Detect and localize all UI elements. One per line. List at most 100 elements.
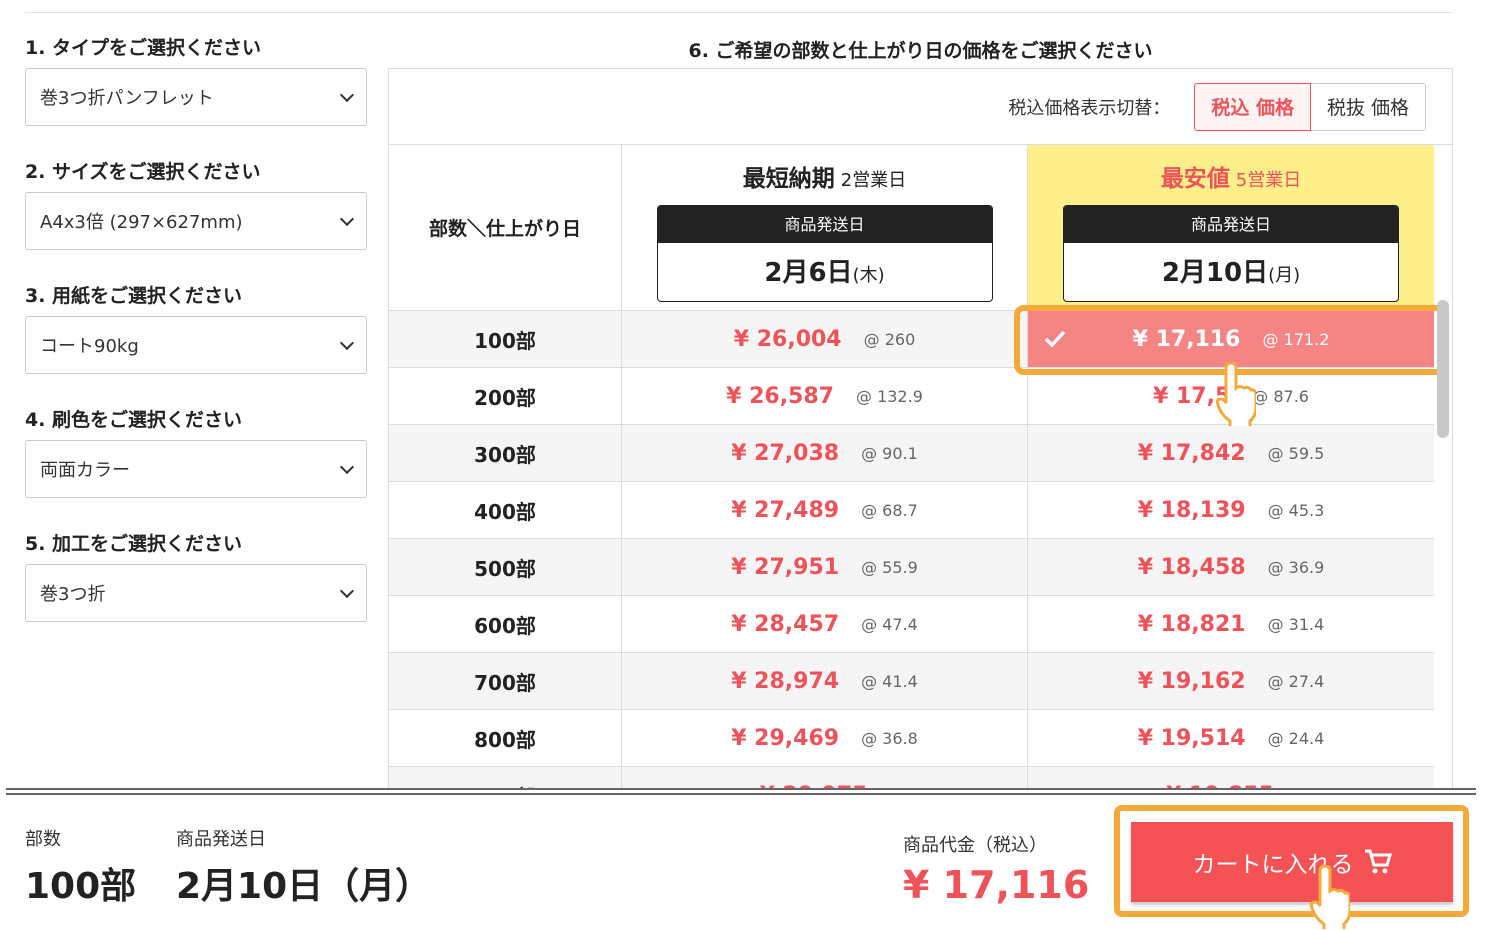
unit-price: @ 55.9: [861, 557, 918, 577]
tax-toggle: 税込価格表示切替： 税込 価格 税抜 価格: [389, 69, 1452, 145]
unit-price: @ 36.8: [861, 728, 918, 748]
cheap-price-cell[interactable]: ¥ 18,139 @ 45.3: [1028, 482, 1434, 538]
table-row: 400部 ¥ 27,489 @ 68.7 ¥ 18,139 @ 45.3: [389, 482, 1434, 539]
step-select[interactable]: コート90kg: [25, 316, 367, 374]
unit-price: @ 68.7: [861, 500, 918, 520]
select-value: A4x3倍 (297×627mm): [40, 212, 243, 233]
divider: [6, 788, 1476, 795]
select-value: 巻3つ折: [40, 584, 106, 605]
fast-price-cell[interactable]: ¥ 26,004 @ 260: [622, 311, 1028, 367]
cheap-title: 最安値: [1160, 166, 1230, 192]
qty-label: 部数: [25, 829, 61, 850]
ship-label: 商品発送日: [176, 829, 266, 850]
tax-included-button[interactable]: 税込 価格: [1194, 82, 1311, 131]
price: ¥ 17,842: [1137, 440, 1246, 466]
chevron-down-icon: [339, 87, 355, 102]
selected-cell-highlight: [1014, 305, 1446, 375]
step-label: 4. 刷色をご選択ください: [25, 409, 243, 431]
price: ¥ 17,116: [1132, 326, 1241, 352]
price: ¥ 18,821: [1137, 611, 1246, 637]
unit-price: @ 31.4: [1267, 614, 1325, 634]
qty-cell: 300部: [389, 425, 622, 481]
qty-cell: 400部: [389, 482, 622, 538]
chevron-down-icon: [339, 459, 355, 474]
price: ¥ 27,489: [731, 497, 840, 523]
price: ¥ 29,975: [760, 783, 868, 789]
total-price: ¥ 17,116: [903, 863, 1090, 907]
price: ¥ 18,139: [1137, 497, 1246, 523]
qty-cell: 700部: [389, 653, 622, 709]
fast-price-cell[interactable]: ¥ 27,038 @ 90.1: [622, 425, 1028, 481]
select-value: 巻3つ折パンフレット: [40, 88, 214, 109]
qty-cell: 800部: [389, 710, 622, 766]
cheap-price-cell[interactable]: ¥ 19,162 @ 27.4: [1028, 653, 1434, 709]
cheap-price-cell[interactable]: ¥ 17,116 @ 171.2: [1028, 311, 1434, 367]
table-row: 300部 ¥ 27,038 @ 90.1 ¥ 17,842 @ 59.5: [389, 425, 1434, 482]
cheap-column-header: 最安値 5営業日 商品発送日 2月10日(月): [1028, 145, 1434, 310]
price: ¥ 17,5: [1153, 383, 1231, 409]
table-row: 100部 ¥ 26,004 @ 260 ¥ 17,116 @ 171.2: [389, 311, 1434, 368]
step-select[interactable]: 巻3つ折: [25, 564, 367, 622]
unit-price: @ 41.4: [861, 671, 918, 691]
divider: [25, 12, 1453, 13]
table-row: 500部 ¥ 27,951 @ 55.9 ¥ 18,458 @ 36.9: [389, 539, 1434, 596]
fast-price-cell[interactable]: ¥ 28,457 @ 47.4: [622, 596, 1028, 652]
unit-price: @ 24.4: [1267, 728, 1325, 748]
step-label: 2. サイズをご選択ください: [25, 161, 261, 183]
fast-ship-dow: (木): [852, 265, 885, 286]
tax-toggle-label: 税込価格表示切替：: [1008, 97, 1171, 119]
qty-cell: 200部: [389, 368, 622, 424]
table-row: 900部 ¥ 29,975 ¥ 19,855: [389, 767, 1434, 788]
cheap-price-cell[interactable]: ¥ 17,5 @ 87.6: [1028, 368, 1434, 424]
price-table-title: 6. ご希望の部数と仕上がり日の価格をご選択ください: [688, 40, 1153, 62]
price: ¥ 26,587: [726, 383, 834, 409]
fast-ship-date: 2月6日: [764, 258, 853, 288]
price: ¥ 27,038: [731, 440, 840, 466]
step-select[interactable]: 両面カラー: [25, 440, 367, 498]
cheap-days: 5営業日: [1235, 170, 1302, 191]
cheap-price-cell[interactable]: ¥ 18,821 @ 31.4: [1028, 596, 1434, 652]
qty-cell: 100部: [389, 311, 622, 367]
price: ¥ 28,974: [731, 668, 840, 694]
price: ¥ 19,162: [1137, 668, 1246, 694]
chevron-down-icon: [339, 583, 355, 598]
cheap-ship-label: 商品発送日: [1064, 206, 1398, 243]
cheap-price-cell[interactable]: ¥ 18,458 @ 36.9: [1028, 539, 1434, 595]
table-row: 700部 ¥ 28,974 @ 41.4 ¥ 19,162 @ 27.4: [389, 653, 1434, 710]
fast-days: 2営業日: [840, 170, 907, 191]
price: ¥ 27,951: [731, 554, 840, 580]
step-select[interactable]: A4x3倍 (297×627mm): [25, 192, 367, 250]
fast-price-cell[interactable]: ¥ 26,587 @ 132.9: [622, 368, 1028, 424]
cart-button-highlight: [1114, 805, 1469, 917]
cheap-price-cell[interactable]: ¥ 17,842 @ 59.5: [1028, 425, 1434, 481]
options-panel: 1. タイプをご選択ください 巻3つ折パンフレット 2. サイズをご選択ください …: [25, 36, 367, 656]
table-row: 800部 ¥ 29,469 @ 36.8 ¥ 19,514 @ 24.4: [389, 710, 1434, 767]
corner-header: 部数＼仕上がり日: [389, 145, 622, 310]
step-label: 5. 加工をご選択ください: [25, 533, 243, 555]
cheap-price-cell[interactable]: ¥ 19,514 @ 24.4: [1028, 710, 1434, 766]
fast-price-cell[interactable]: ¥ 27,489 @ 68.7: [622, 482, 1028, 538]
price: ¥ 29,469: [731, 725, 840, 751]
unit-price: @ 59.5: [1267, 443, 1325, 463]
fast-price-cell[interactable]: ¥ 29,469 @ 36.8: [622, 710, 1028, 766]
fast-price-cell[interactable]: ¥ 27,951 @ 55.9: [622, 539, 1028, 595]
cheap-price-cell[interactable]: ¥ 19,855: [1028, 767, 1434, 789]
scrollbar[interactable]: [1437, 300, 1449, 438]
price-table: 税込価格表示切替： 税込 価格 税抜 価格 部数＼仕上がり日 最短納期 2営業日 …: [388, 68, 1453, 788]
step-select[interactable]: 巻3つ折パンフレット: [25, 68, 367, 126]
add-to-cart-button[interactable]: カートに入れる: [1131, 822, 1453, 902]
unit-price: @ 45.3: [1267, 500, 1325, 520]
cart-icon: [1364, 849, 1392, 874]
price: ¥ 19,514: [1137, 725, 1246, 751]
fast-price-cell[interactable]: ¥ 29,975: [622, 767, 1028, 788]
select-value: 両面カラー: [40, 460, 130, 481]
chevron-down-icon: [339, 335, 355, 350]
qty-cell: 600部: [389, 596, 622, 652]
unit-price: @ 132.9: [855, 386, 923, 406]
qty-cell: 500部: [389, 539, 622, 595]
price: ¥ 28,457: [731, 611, 840, 637]
tax-excluded-button[interactable]: 税抜 価格: [1310, 82, 1426, 131]
unit-price: @ 47.4: [861, 614, 918, 634]
unit-price: @ 260: [863, 329, 916, 349]
fast-price-cell[interactable]: ¥ 28,974 @ 41.4: [622, 653, 1028, 709]
